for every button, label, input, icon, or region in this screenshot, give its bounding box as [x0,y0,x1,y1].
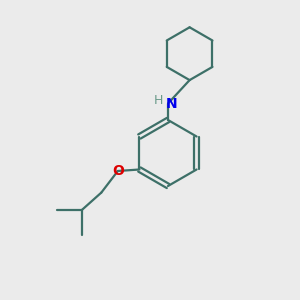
Text: N: N [166,97,177,110]
Text: H: H [154,94,163,107]
Text: O: O [112,164,124,178]
